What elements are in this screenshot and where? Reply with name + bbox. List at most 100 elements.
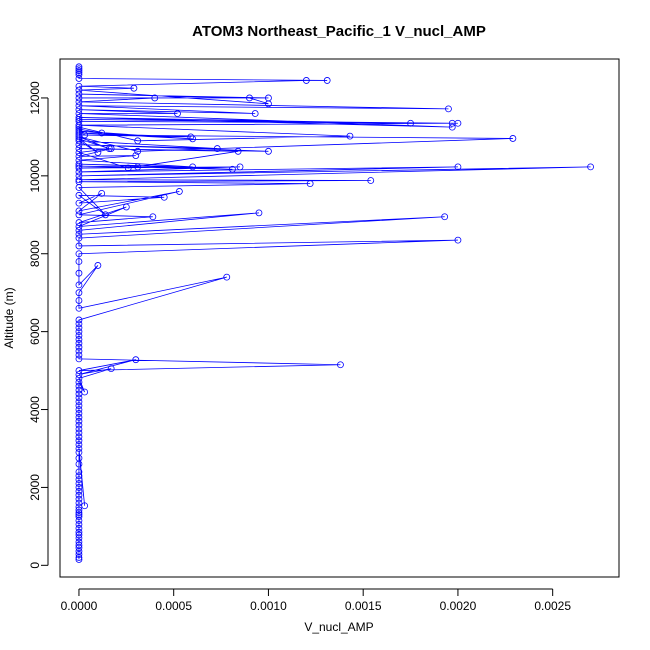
data-point xyxy=(174,110,181,117)
data-point xyxy=(75,145,83,152)
data-point xyxy=(75,413,83,421)
data-point xyxy=(75,524,83,532)
data-point xyxy=(134,147,142,155)
data-point xyxy=(75,394,83,402)
data-point xyxy=(75,63,83,71)
x-axis: 0.0000 0.0005 0.0010 0.0015 0.0020 0.0025 xyxy=(61,588,571,613)
data-point xyxy=(75,541,83,549)
plot-frame xyxy=(59,58,620,578)
data-point xyxy=(323,77,331,84)
data-point xyxy=(98,189,106,197)
data-point xyxy=(75,378,83,386)
data-point xyxy=(75,367,83,374)
y-tick-label: 10000 xyxy=(28,159,42,193)
data-point xyxy=(98,129,106,137)
data-point xyxy=(124,164,132,172)
data-point xyxy=(75,242,83,250)
plot-area xyxy=(75,63,594,563)
data-point xyxy=(75,487,83,495)
data-point xyxy=(75,304,83,312)
data-point xyxy=(367,177,375,184)
data-point xyxy=(75,125,83,133)
data-point xyxy=(75,355,83,363)
data-point xyxy=(75,191,83,199)
data-point xyxy=(160,193,168,201)
data-point xyxy=(75,382,83,390)
data-point xyxy=(75,250,83,258)
y-tick-label: 6000 xyxy=(28,318,42,345)
data-point xyxy=(75,102,83,110)
data-point xyxy=(75,164,83,172)
data-point xyxy=(75,495,83,503)
data-point xyxy=(441,213,449,221)
data-point xyxy=(75,406,83,413)
data-point xyxy=(265,147,272,155)
data-point xyxy=(75,223,83,230)
data-point xyxy=(234,147,242,155)
data-point xyxy=(75,172,83,180)
y-axis-label: Altitude (m) xyxy=(2,287,16,348)
y-tick-label: 2000 xyxy=(28,474,42,501)
data-point xyxy=(189,163,197,171)
data-point xyxy=(75,491,83,499)
y-axis: 0 2000 4000 6000 8000 10000 12000 xyxy=(28,81,49,569)
data-point xyxy=(75,320,83,328)
data-point xyxy=(454,119,462,127)
data-point xyxy=(75,484,83,491)
data-point xyxy=(75,374,83,382)
data-point xyxy=(75,551,83,558)
data-point xyxy=(75,281,83,289)
data-point xyxy=(75,417,83,425)
data-point xyxy=(75,511,83,519)
data-point xyxy=(75,82,83,90)
y-tick-label: 8000 xyxy=(28,240,42,267)
data-point xyxy=(75,521,83,528)
data-point xyxy=(75,90,83,98)
data-point xyxy=(132,152,140,159)
data-point xyxy=(75,538,83,546)
data-point xyxy=(75,433,83,441)
data-point xyxy=(75,506,83,514)
data-point xyxy=(75,402,83,410)
data-point xyxy=(306,180,314,188)
data-point xyxy=(75,398,83,406)
data-point xyxy=(509,135,517,142)
data-point xyxy=(75,98,83,106)
data-point xyxy=(134,137,142,145)
data-point xyxy=(102,211,109,219)
data-point xyxy=(75,468,83,476)
chart-title: ATOM3 Northeast_Pacific_1 V_nucl_AMP xyxy=(192,23,486,40)
data-point xyxy=(75,226,83,234)
x-tick-label: 0.0005 xyxy=(155,599,192,613)
data-point xyxy=(75,472,83,480)
data-point xyxy=(75,316,83,324)
data-point xyxy=(407,119,414,127)
data-point xyxy=(130,84,138,92)
data-point xyxy=(75,234,83,242)
data-point xyxy=(213,145,221,152)
data-point xyxy=(75,86,83,94)
data-point xyxy=(75,110,83,117)
data-point xyxy=(75,480,83,487)
data-point xyxy=(346,132,354,140)
data-point xyxy=(75,347,83,355)
y-tick-label: 12000 xyxy=(28,81,42,115)
data-point xyxy=(265,100,272,108)
data-point xyxy=(94,149,102,156)
data-point xyxy=(75,160,83,168)
data-point xyxy=(246,94,253,102)
data-point xyxy=(75,114,83,121)
data-point xyxy=(75,152,83,160)
data-point xyxy=(75,230,83,238)
data-point xyxy=(75,117,83,125)
data-point xyxy=(251,110,259,117)
data-point xyxy=(75,211,83,219)
data-point xyxy=(337,361,344,369)
data-point xyxy=(75,410,83,417)
data-point xyxy=(134,163,142,171)
data-point xyxy=(75,343,83,351)
data-point xyxy=(75,156,83,164)
data-point xyxy=(75,476,83,484)
data-point xyxy=(75,499,83,507)
